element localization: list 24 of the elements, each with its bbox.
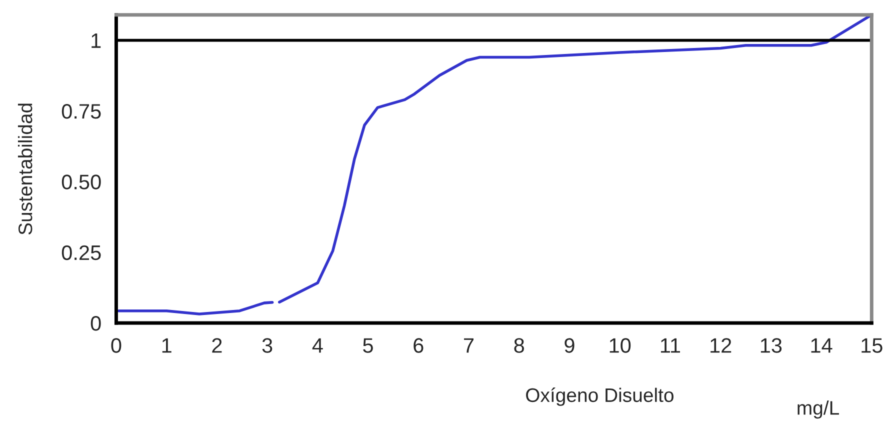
x-tick-label: 11 xyxy=(660,338,680,353)
x-tick-label: 14 xyxy=(811,338,832,353)
y-tick-label: 1 xyxy=(92,34,101,48)
x-tick-label: 7 xyxy=(464,338,474,353)
x-axis-title: Oxígeno Disuelto xyxy=(526,388,674,406)
x-tick-label: 8 xyxy=(514,338,524,353)
x-tick-label: 6 xyxy=(414,338,424,353)
x-tick-label: 3 xyxy=(262,338,272,353)
x-tick-label: 9 xyxy=(564,338,574,353)
y-tick-label: 0 xyxy=(90,316,101,331)
x-tick-label: 10 xyxy=(610,338,631,353)
y-tick-label: 0.25 xyxy=(62,245,101,260)
x-tick-label: 13 xyxy=(760,338,782,353)
x-tick-label: 15 xyxy=(862,338,882,353)
y-tick-label: 0.75 xyxy=(62,104,101,119)
x-tick-label: 12 xyxy=(710,338,732,353)
x-tick-label: 4 xyxy=(312,338,323,353)
y-axis-title: Sustentabilidad xyxy=(18,104,32,235)
x-tick-label: 2 xyxy=(212,338,222,353)
x-tick-label: 5 xyxy=(363,338,373,353)
x-tick-label: 0 xyxy=(111,338,122,353)
text: mg/L xyxy=(798,400,839,419)
x-tick-label: 1 xyxy=(162,338,172,353)
y-tick-label: 0.50 xyxy=(62,174,101,190)
